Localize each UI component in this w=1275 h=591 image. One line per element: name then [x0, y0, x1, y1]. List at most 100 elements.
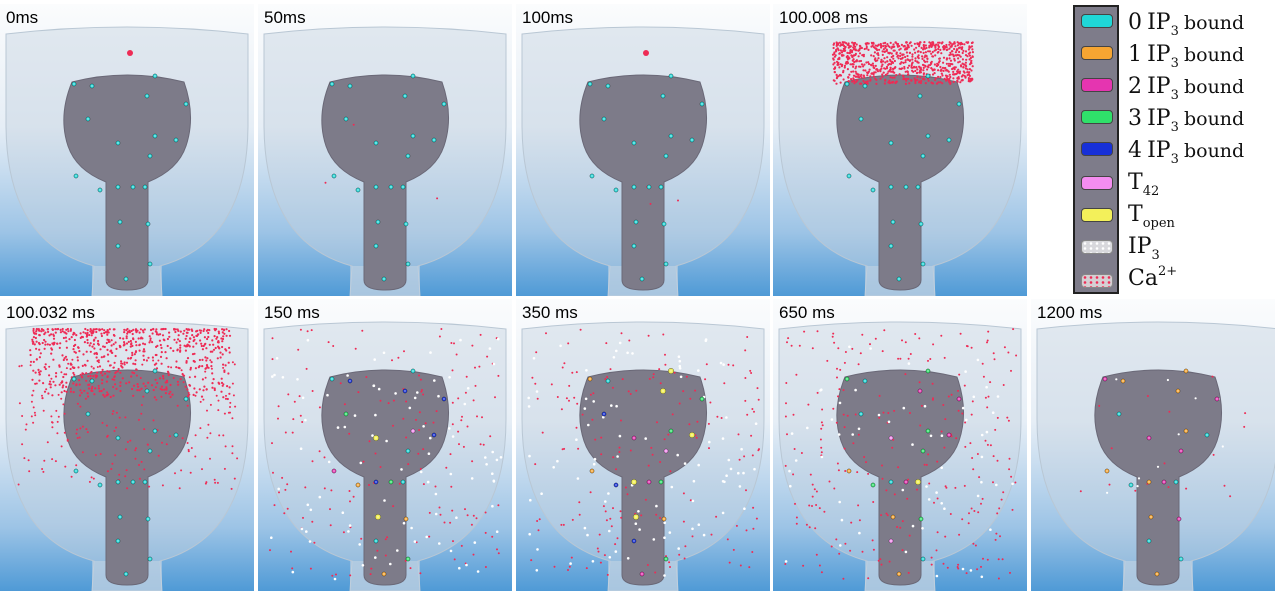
- ip3-receptor: [1178, 556, 1184, 562]
- ca-ion: [35, 327, 39, 331]
- ip3-receptor: [918, 221, 924, 227]
- ca-ion: [926, 60, 929, 63]
- ca-ion: [968, 74, 971, 77]
- ca-ion: [904, 47, 907, 50]
- ca-ion: [60, 397, 63, 400]
- ca-ion: [568, 565, 571, 568]
- ip3-receptor: [183, 101, 189, 107]
- ca-ion: [967, 77, 970, 80]
- ca-ion: [94, 454, 97, 456]
- ip3-molecule: [400, 468, 403, 471]
- ip3-receptor: [73, 468, 79, 474]
- ca-ion: [291, 431, 294, 434]
- ca-ion: [175, 360, 178, 363]
- legend: 0 IP3 bound 1 IP3 bound 2 IP3 bound 3 IP3 b…: [1031, 4, 1275, 296]
- ca-ion: [659, 461, 662, 463]
- time-label: 100ms: [522, 8, 574, 27]
- ca-ion: [451, 401, 454, 404]
- ca-ion: [908, 534, 911, 537]
- ip3-receptor: [115, 479, 121, 485]
- ca-ion: [971, 55, 974, 59]
- ca-ion: [881, 75, 884, 78]
- ca-ion: [91, 385, 94, 388]
- ca-ion: [800, 452, 803, 454]
- ip3-receptor: [699, 101, 705, 107]
- ca-ion: [142, 358, 146, 361]
- ip3-molecule: [676, 453, 679, 457]
- ca-ion: [205, 347, 208, 350]
- ca-ion: [60, 391, 63, 394]
- ca-ion: [947, 395, 950, 398]
- ip3-molecule: [394, 392, 397, 395]
- snapshot-panel: 100ms: [516, 4, 770, 296]
- ca-ion: [121, 362, 124, 365]
- ca-ion: [113, 361, 116, 364]
- ca-ion: [220, 390, 223, 393]
- ca-ion: [869, 75, 872, 78]
- legend-label-part: 3: [1170, 120, 1179, 135]
- ca-ion: [132, 338, 135, 341]
- ca-ion: [161, 334, 165, 337]
- ca-ion: [311, 520, 314, 523]
- ca-ion: [902, 53, 905, 56]
- legend-label: 3 IP3 bound: [1128, 106, 1244, 135]
- ip3-receptor: [405, 556, 411, 562]
- ca-ion: [113, 430, 116, 432]
- ca-ion: [119, 371, 122, 374]
- ca-ion: [200, 344, 203, 348]
- ip3-molecule: [496, 337, 500, 341]
- ca-ion: [873, 51, 876, 54]
- ip3-receptor: [660, 93, 666, 99]
- ip3-molecule: [985, 385, 988, 389]
- ca-ion: [208, 343, 211, 346]
- ca-ion: [844, 351, 847, 353]
- ca-ion: [940, 52, 943, 55]
- ip3-receptor: [152, 133, 158, 139]
- ca-ion: [976, 568, 979, 571]
- ca-ion: [964, 61, 967, 64]
- ca-ion: [310, 329, 313, 332]
- ca-ion: [922, 51, 925, 55]
- ca-ion: [120, 364, 123, 367]
- ca-ion: [302, 516, 304, 519]
- ca-ion: [872, 55, 875, 58]
- ca-ion: [957, 61, 960, 64]
- ca-ion: [43, 366, 46, 369]
- ip3-molecule: [299, 447, 303, 450]
- ca-ion: [216, 336, 219, 339]
- ip3-receptor: [870, 187, 876, 193]
- ca-ion: [188, 393, 191, 396]
- ca-ion: [118, 344, 121, 347]
- ca-ion: [969, 442, 972, 445]
- ca-ion: [101, 374, 104, 377]
- ca-ion: [656, 421, 658, 424]
- ip3-molecule: [592, 400, 595, 403]
- legend-label-part: T: [1128, 202, 1143, 227]
- ca-ion: [180, 369, 183, 372]
- ca-ion: [816, 330, 819, 333]
- ca-ion: [618, 446, 621, 449]
- ca-ion: [957, 567, 960, 570]
- ip3-receptor: [1104, 468, 1110, 474]
- ca-ion: [48, 365, 51, 368]
- ca-ion: [106, 391, 109, 394]
- ca-ion: [329, 508, 331, 511]
- ip3-molecule: [830, 418, 834, 421]
- ca-ion: [877, 57, 880, 60]
- ca-ion: [122, 344, 125, 347]
- ca-ion: [96, 371, 99, 374]
- ca-ion: [140, 460, 143, 463]
- ca-ion: [877, 44, 880, 47]
- ca-ion: [1212, 453, 1215, 456]
- ca-ion: [210, 367, 213, 370]
- ca-ion: [69, 367, 72, 371]
- ca-ion: [971, 400, 974, 403]
- ca-ion: [830, 545, 833, 548]
- ca-ion: [961, 58, 964, 61]
- ca-ion: [886, 514, 889, 517]
- snapshot-panel: 650 ms: [773, 299, 1027, 591]
- ca-ion: [931, 82, 934, 85]
- ip3-receptor: [601, 411, 607, 417]
- spine-body: [63, 74, 192, 291]
- ip3-receptor: [631, 435, 637, 441]
